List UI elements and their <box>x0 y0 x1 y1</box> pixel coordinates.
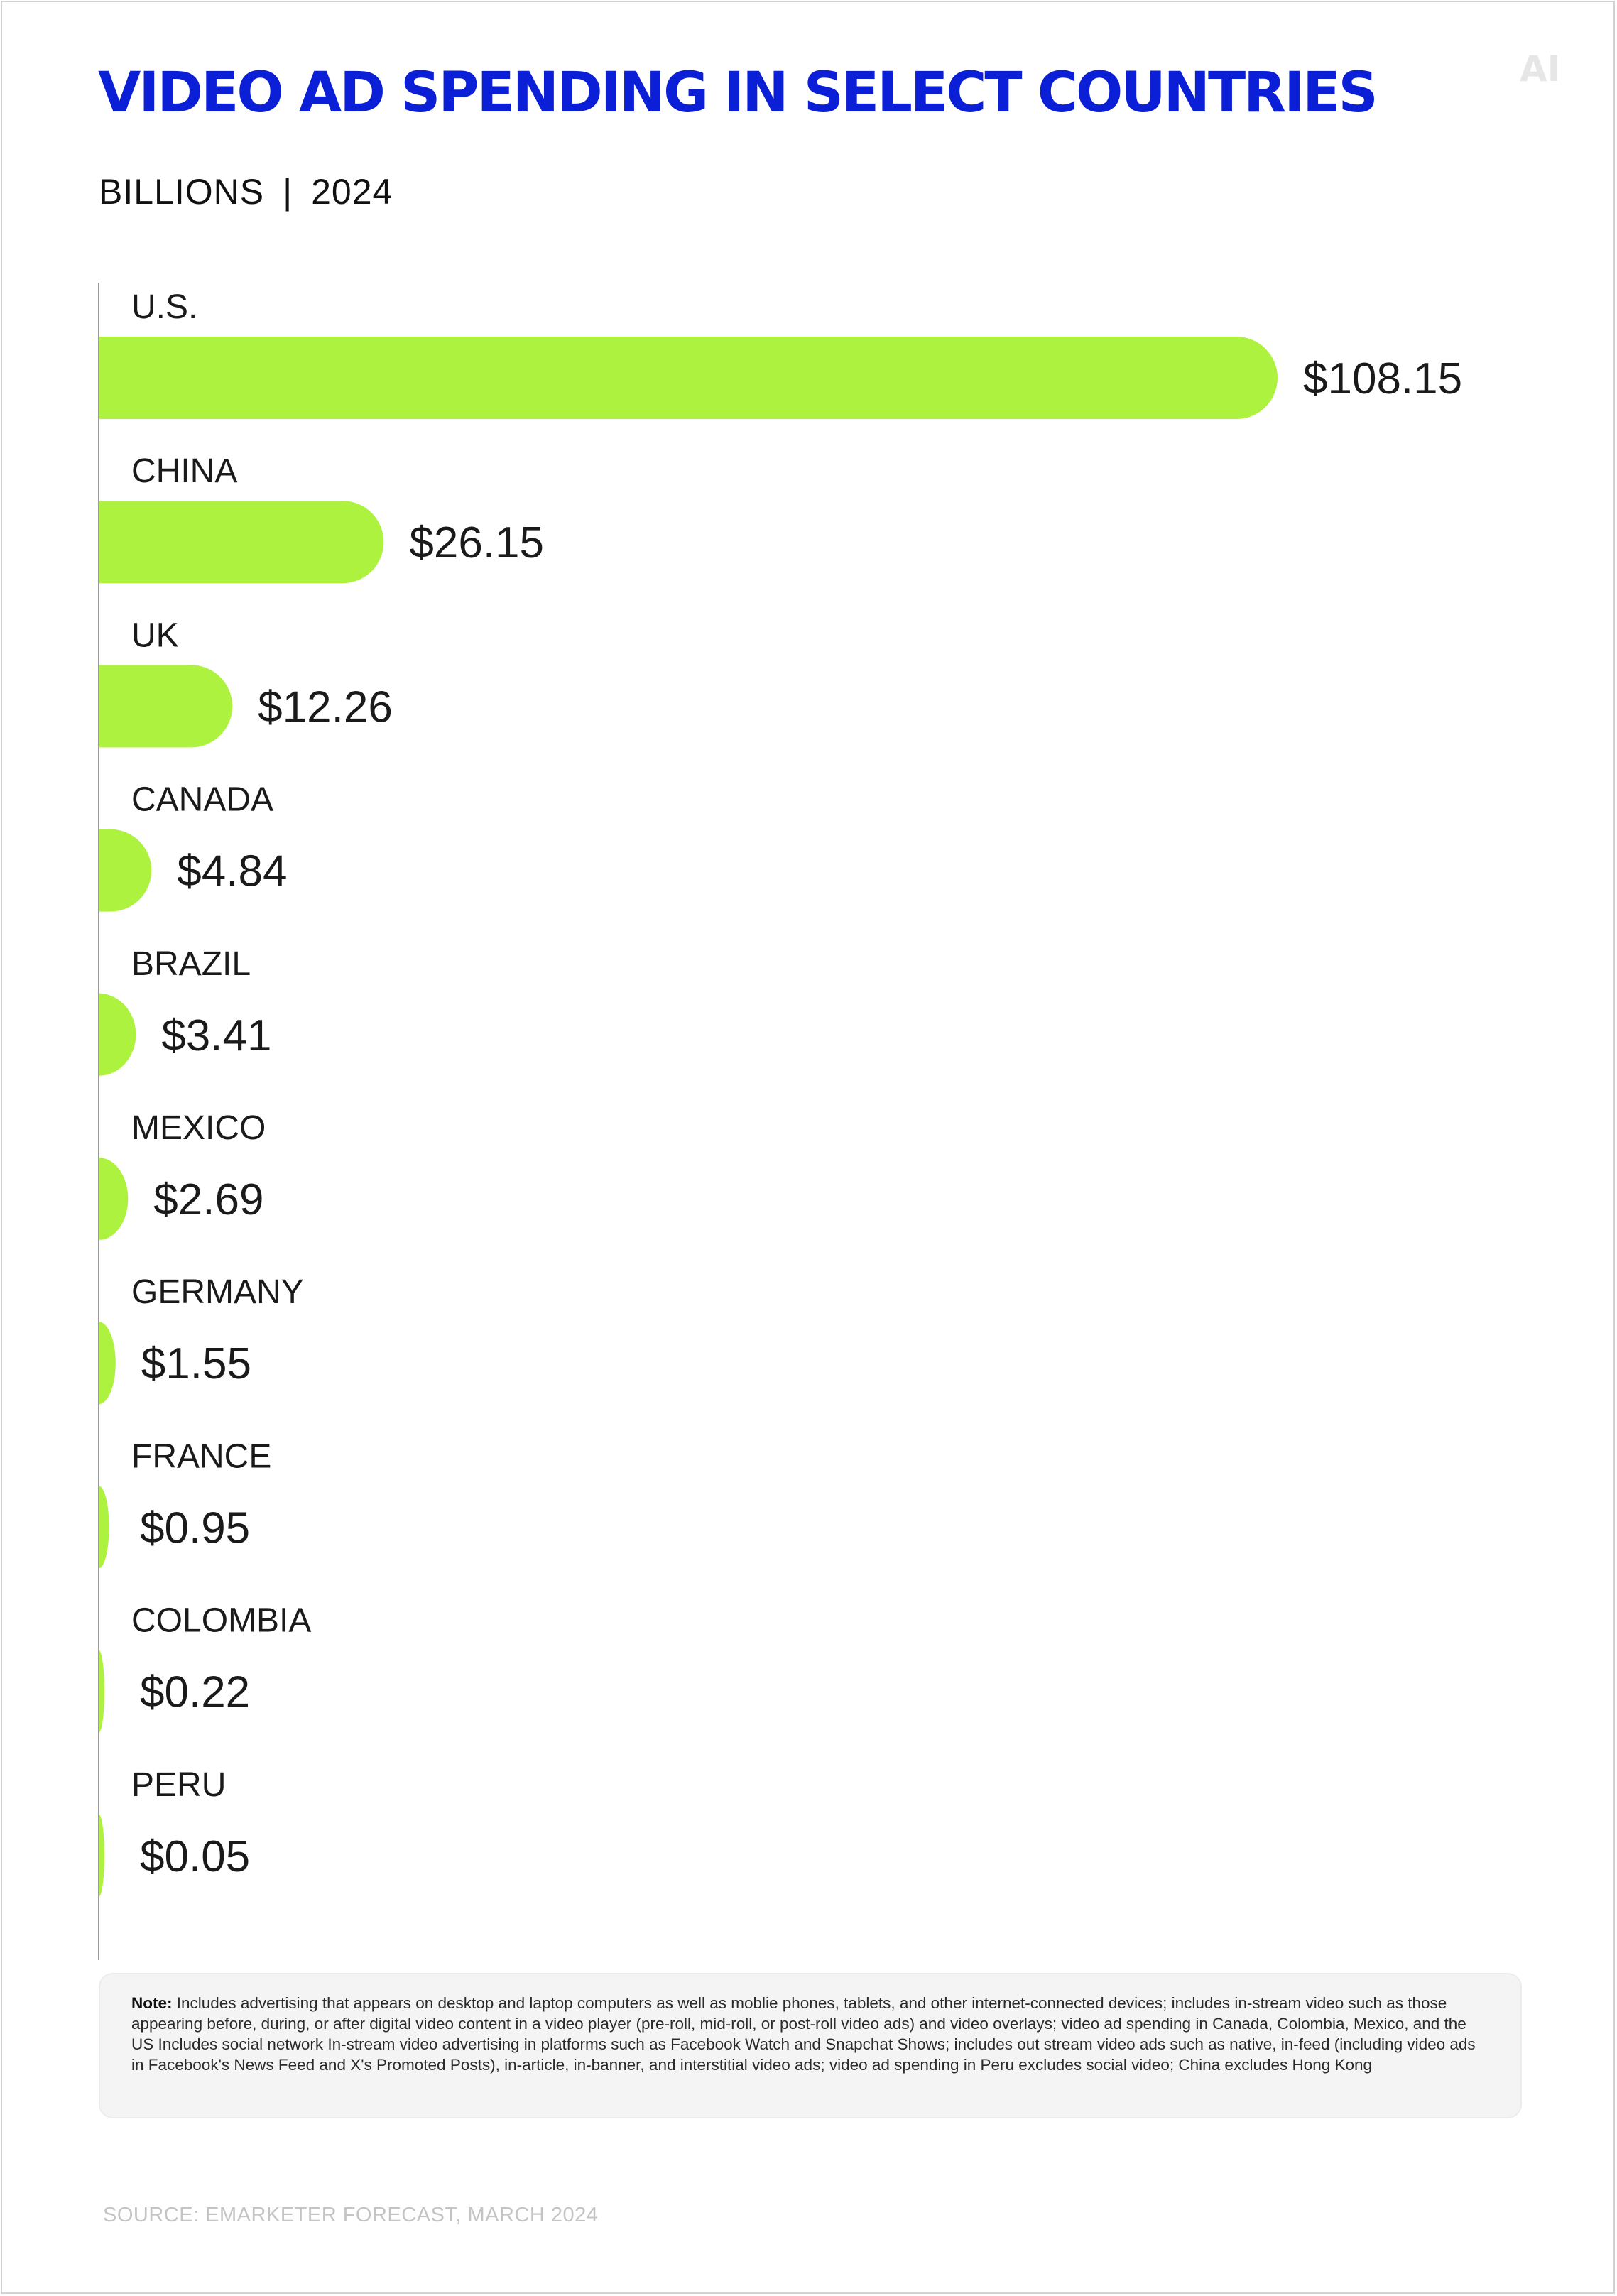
bar <box>99 1650 104 1733</box>
category-label: U.S. <box>131 288 197 326</box>
category-label: UK <box>131 616 179 654</box>
value-label: $4.84 <box>177 847 287 896</box>
value-label: $0.22 <box>140 1668 250 1717</box>
value-label: $1.55 <box>141 1339 251 1388</box>
value-label: $26.15 <box>409 518 544 567</box>
bar <box>99 1158 129 1240</box>
category-label: MEXICO <box>131 1109 266 1147</box>
source-note: SOURCE: EMARKETER FORECAST, MARCH 2024 <box>103 2204 599 2226</box>
category-label: GERMANY <box>131 1273 304 1311</box>
bar-chart: U.S. $108.15 CHINA $26.15 UK $12.26 CANADA $4.8… <box>98 283 1462 1960</box>
note-label: Note: <box>131 1994 173 2012</box>
value-label: $3.41 <box>161 1011 271 1060</box>
bar <box>99 1814 104 1897</box>
note-box: Note: Includes advertising that appears … <box>99 1973 1522 2118</box>
note-text: Includes advertising that appears on des… <box>131 1994 1476 2074</box>
value-label: $0.05 <box>140 1832 250 1881</box>
bar <box>99 501 384 584</box>
bar <box>99 993 136 1076</box>
value-label: $0.95 <box>140 1503 250 1552</box>
bar <box>99 829 152 912</box>
bar <box>99 1322 116 1405</box>
chart-title: VIDEO AD SPENDING IN SELECT COUNTRIES <box>98 61 1378 125</box>
subtitle-separator: | <box>283 172 293 212</box>
bar <box>99 337 1278 419</box>
year-label: 2024 <box>311 172 393 212</box>
category-label: BRAZIL <box>131 945 251 983</box>
value-label: $108.15 <box>1303 354 1462 403</box>
value-label: $2.69 <box>153 1175 263 1224</box>
category-label: COLOMBIA <box>131 1602 311 1640</box>
category-label: CHINA <box>131 452 237 490</box>
category-label: PERU <box>131 1766 226 1804</box>
brand-logo: AI <box>1520 48 1561 89</box>
value-label: $12.26 <box>258 682 393 731</box>
chart-subtitle: BILLIONS | 2024 <box>99 174 393 210</box>
category-label: CANADA <box>131 781 273 819</box>
bar <box>99 665 233 748</box>
category-label: FRANCE <box>131 1437 271 1475</box>
unit-label: BILLIONS <box>99 172 265 212</box>
bar <box>99 1486 109 1569</box>
